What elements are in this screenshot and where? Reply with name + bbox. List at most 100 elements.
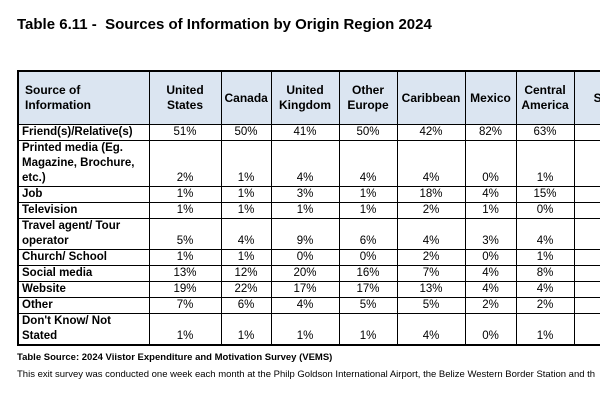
cell: 2% (515, 297, 575, 314)
cell: 0 (573, 313, 600, 346)
row-label: Social media (17, 265, 150, 282)
cell: 4% (270, 297, 340, 314)
cell: 17% (270, 281, 340, 298)
header-row: Source of Information United States Canada… (17, 70, 600, 125)
cell: 9% (270, 218, 340, 250)
cell: 15% (515, 186, 575, 203)
cell: 20% (270, 265, 340, 282)
cell: 4% (396, 140, 466, 187)
cell: 4% (464, 265, 517, 282)
cell: 1% (270, 202, 340, 219)
cell: 4% (396, 218, 466, 250)
cell: 2 (573, 218, 600, 250)
cell: 2 (573, 202, 600, 219)
cell: 3% (464, 218, 517, 250)
cell: 13% (396, 281, 466, 298)
cell: 50% (220, 124, 272, 141)
cell: 1% (464, 202, 517, 219)
cell: 3 (573, 297, 600, 314)
row-label: Church/ School (17, 249, 150, 266)
cell: 16% (338, 265, 398, 282)
cell: 12% (220, 265, 272, 282)
cell: 8% (515, 265, 575, 282)
row-label: Printed media (Eg. Magazine, Brochure, e… (17, 140, 150, 187)
table: Source of Information United States Canada… (17, 70, 600, 346)
cell: 50% (338, 124, 398, 141)
cell: 0% (464, 249, 517, 266)
row-label: Don't Know/ Not Stated (17, 313, 150, 346)
cell: 1% (148, 202, 222, 219)
cell: 19% (148, 281, 222, 298)
cell: 17% (338, 281, 398, 298)
cell: 1% (515, 313, 575, 346)
cell: 4% (220, 218, 272, 250)
table-row: Travel agent/ Tour operator 5% 4% 9% 6% 4% 3% 4… (17, 218, 600, 250)
row-label: Television (17, 202, 150, 219)
cell: 4% (464, 281, 517, 298)
table-row: Friend(s)/Relative(s) 51% 50% 41% 50% 42% 82% 6… (17, 124, 600, 141)
cell: 6% (338, 218, 398, 250)
cell: 1% (220, 202, 272, 219)
cell: 5% (148, 218, 222, 250)
cell: 5% (396, 297, 466, 314)
cell: 18% (396, 186, 466, 203)
cell: 1% (220, 186, 272, 203)
table-note: This exit survey was conducted one week … (17, 369, 596, 380)
cell: 21 (573, 281, 600, 298)
cell: 10 (573, 186, 600, 203)
table-title: Table 6.11 - Sources of Information by O… (17, 16, 432, 33)
column-header: United Kingdom (270, 70, 340, 125)
cell: 7% (396, 265, 466, 282)
cell: 1% (148, 186, 222, 203)
column-header: Caribbean (396, 70, 466, 125)
column-header: So Ame (573, 70, 600, 125)
cell: 22% (220, 281, 272, 298)
cell: 4% (515, 218, 575, 250)
cell: 1% (220, 140, 272, 187)
row-label: Travel agent/ Tour operator (17, 218, 150, 250)
cell: 2% (396, 249, 466, 266)
cell: 1% (515, 249, 575, 266)
row-label: Other (17, 297, 150, 314)
cell: 1% (148, 249, 222, 266)
cell: 4% (464, 186, 517, 203)
cell: 51% (148, 124, 222, 141)
cell: 7% (148, 297, 222, 314)
column-header: United States (148, 70, 222, 125)
cell: 0% (464, 140, 517, 187)
cell: 1% (338, 202, 398, 219)
table-body: Friend(s)/Relative(s) 51% 50% 41% 50% 42% 82% 6… (17, 124, 600, 346)
cell: 2% (464, 297, 517, 314)
row-label: Job (17, 186, 150, 203)
cell: 42% (396, 124, 466, 141)
cell: 0% (270, 249, 340, 266)
cell: 17 (573, 265, 600, 282)
cell: 1% (220, 249, 272, 266)
cell: 1% (338, 186, 398, 203)
cell: 41% (270, 124, 340, 141)
cell: 1% (338, 313, 398, 346)
cell: 0% (515, 202, 575, 219)
cell: 63% (515, 124, 575, 141)
cell: 1% (148, 313, 222, 346)
row-label: Friend(s)/Relative(s) (17, 124, 150, 141)
column-header: Canada (220, 70, 272, 125)
cell: 1 (573, 249, 600, 266)
cell: 2% (148, 140, 222, 187)
cell: 6% (220, 297, 272, 314)
cell: 3% (270, 186, 340, 203)
cell: 1% (220, 313, 272, 346)
cell: 1% (515, 140, 575, 187)
column-header: Source of Information (17, 70, 150, 125)
cell: 4% (515, 281, 575, 298)
table-wrap: Source of Information United States Canada… (17, 70, 600, 346)
cell: 41 (573, 124, 600, 141)
